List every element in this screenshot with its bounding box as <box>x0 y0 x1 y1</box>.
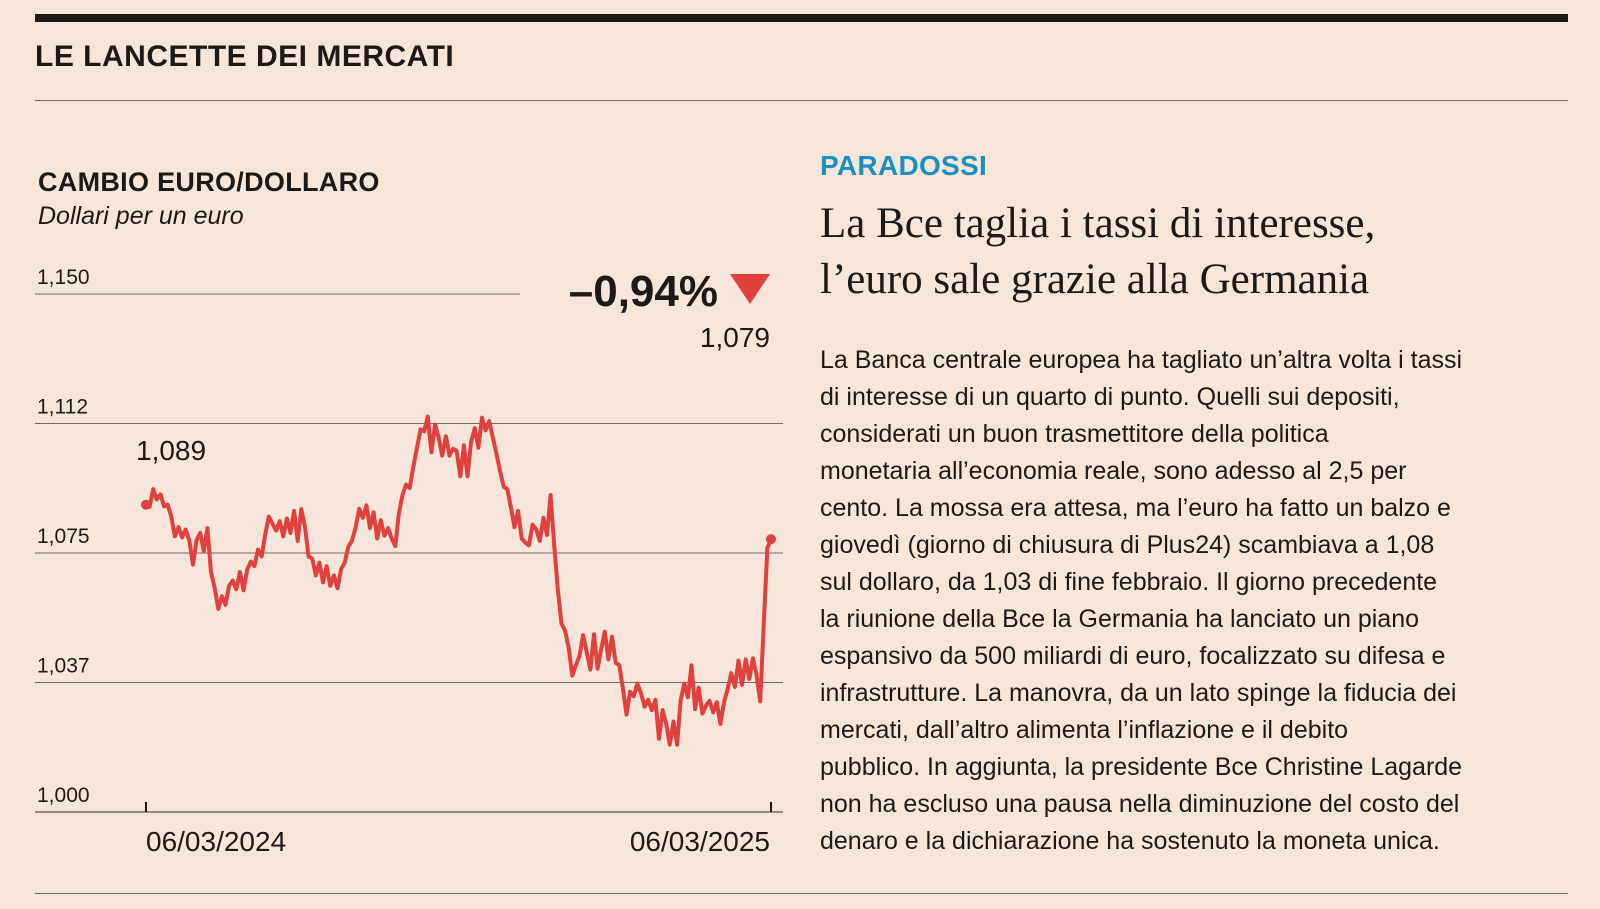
headline-line-2: l’euro sale grazie alla Germania <box>820 256 1370 303</box>
article-body-line: cento. La mossa era attesa, ma l’euro ha… <box>820 494 1451 522</box>
start-value-label: 1,089 <box>136 435 206 466</box>
y-tick-label: 1,000 <box>37 784 90 807</box>
y-tick-label: 1,150 <box>37 266 90 289</box>
chart-subtitle: Dollari per un euro <box>38 202 244 230</box>
article-body-line: pubblico. In aggiunta, la presidente Bce… <box>820 753 1463 781</box>
article-kicker: PARADOSSI <box>820 150 988 181</box>
article-body-line: denaro e la dichiarazione ha sostenuto l… <box>820 827 1440 855</box>
section-title: LE LANCETTE DEI MERCATI <box>35 40 455 73</box>
end-value-label: 1,079 <box>700 322 770 353</box>
article-body-line: La Banca centrale europea ha tagliato un… <box>820 346 1463 374</box>
header-divider <box>35 100 1568 101</box>
y-tick-label: 1,112 <box>37 396 88 419</box>
article-body-line: mercati, dall’altro alimenta l’inflazion… <box>820 716 1349 744</box>
y-tick-label: 1,075 <box>37 525 90 548</box>
article-body: La Banca centrale europea ha tagliato un… <box>820 342 1570 860</box>
change-percent-label: –0,94% <box>569 267 718 316</box>
bottom-divider <box>35 893 1568 894</box>
article-body-line: espansivo da 500 miliardi di euro, focal… <box>820 642 1446 670</box>
series-line <box>144 414 773 747</box>
chart-title: CAMBIO EURO/DOLLARO <box>38 167 380 197</box>
article-body-line: di interesse di un quarto di punto. Quel… <box>820 383 1400 411</box>
article-body-line: monetaria all’economia reale, sono adess… <box>820 457 1407 485</box>
article-body-line: sul dollaro, da 1,03 di fine febbraio. I… <box>820 568 1438 596</box>
down-arrow-icon <box>730 274 770 304</box>
x-tick-label: 06/03/2024 <box>146 826 286 857</box>
article-body-line: non ha escluso una pausa nella diminuzio… <box>820 790 1460 818</box>
end-point-marker <box>766 534 776 545</box>
start-point-marker <box>141 499 151 510</box>
y-tick-label: 1,037 <box>37 655 90 678</box>
article-body-line: considerati un buon trasmettitore della … <box>820 420 1329 448</box>
article-body-line: infrastrutture. La manovra, da un lato s… <box>820 679 1457 707</box>
x-tick-label: 06/03/2025 <box>630 826 770 857</box>
top-rule <box>35 14 1568 22</box>
exchange-rate-chart: 1,150 1,112 1,075 1,037 1,000 06/03/2024 06/0… <box>35 266 783 857</box>
article-body-line: giovedì (giorno di chiusura di Plus24) s… <box>820 531 1435 559</box>
article-body-line: la riunione della Bce la Germania ha lan… <box>820 605 1419 633</box>
headline-line-1: La Bce taglia i tassi di interesse, <box>820 200 1376 247</box>
article-headline: La Bce taglia i tassi di interesse, l’eu… <box>820 196 1560 308</box>
